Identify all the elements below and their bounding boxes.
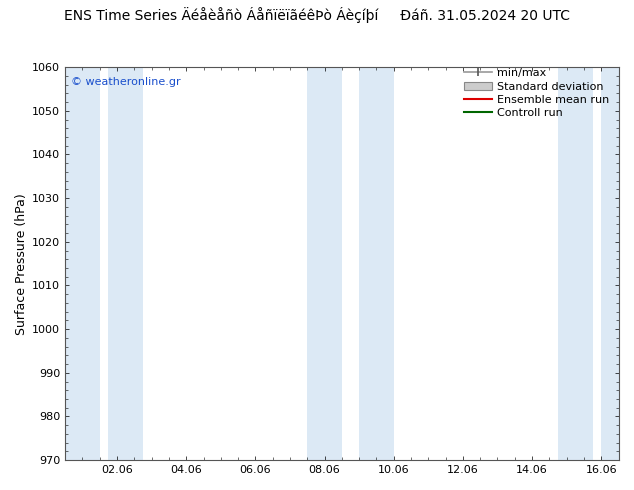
- Text: ENS Time Series Äéåèåñò ÁåñïëïãéêÞò Áèçíþí     Ðáñ. 31.05.2024 20 UTC: ENS Time Series Äéåèåñò ÁåñïëïãéêÞò Áèçí…: [64, 7, 570, 24]
- Bar: [108, 67, 143, 460]
- Bar: [307, 67, 342, 460]
- Bar: [359, 67, 394, 460]
- Legend: min/max, Standard deviation, Ensemble mean run, Controll run: min/max, Standard deviation, Ensemble me…: [461, 65, 613, 122]
- Text: © weatheronline.gr: © weatheronline.gr: [70, 77, 180, 87]
- Y-axis label: Surface Pressure (hPa): Surface Pressure (hPa): [15, 193, 28, 335]
- Bar: [601, 67, 619, 460]
- Bar: [65, 67, 100, 460]
- Bar: [558, 67, 593, 460]
